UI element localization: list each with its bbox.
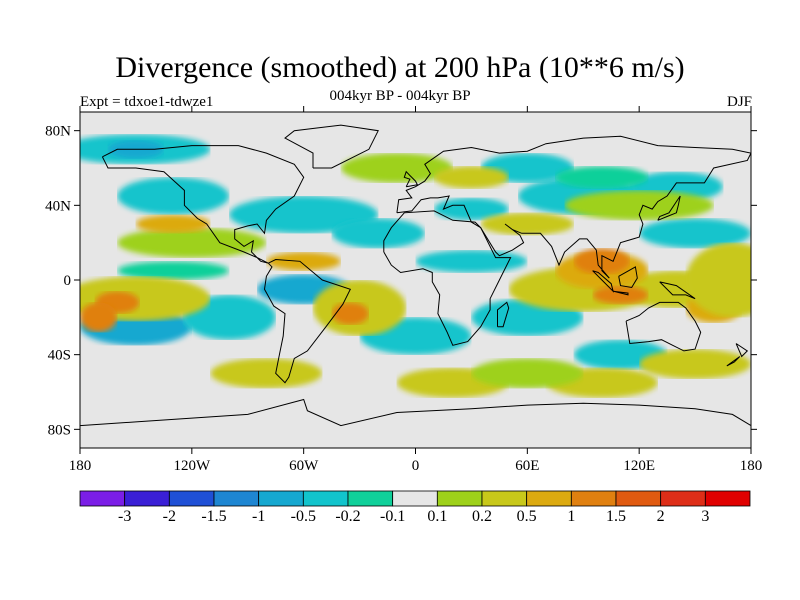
colorbar [79, 490, 751, 507]
colorbar-swatch [615, 490, 662, 507]
x-tick-label: 180 [69, 458, 92, 474]
field-region [471, 358, 584, 389]
coastline [383, 210, 512, 346]
colorbar-label: -0.1 [379, 508, 406, 525]
axis-ticks [74, 106, 757, 454]
field-region [685, 242, 751, 318]
colorbar-swatch [258, 490, 304, 507]
coastline [396, 135, 751, 279]
x-tick-label: 60E [515, 458, 539, 474]
field-region [639, 218, 751, 249]
field-region [592, 285, 649, 305]
coastline [618, 266, 638, 289]
coastline [497, 301, 510, 328]
chart-subtitle: 004kyr BP - 004kyr BP [329, 88, 471, 104]
field-region [555, 166, 649, 189]
coastline [657, 195, 681, 221]
colorbar-swatch [213, 490, 260, 507]
field-region [229, 196, 379, 234]
coastline [612, 290, 629, 296]
colorbar-label: -3 [117, 508, 132, 525]
field-region [480, 212, 574, 236]
x-tick-label: 0 [412, 458, 420, 474]
colorbar-swatch [481, 490, 528, 507]
coastline [263, 258, 352, 384]
experiment-label: Expt = tdxoe1-tdwze1 [80, 94, 214, 110]
coastline [284, 124, 379, 169]
colorbar-swatch [168, 490, 215, 507]
colorbar-label: 1.5 [606, 508, 626, 525]
colorbar-label: 0.5 [516, 508, 537, 525]
colorbar-swatch [124, 490, 170, 507]
axis-tick-labels: 180 120W 60W 0 60E 120E 180 80N 40N 0 40S 80S [45, 124, 762, 474]
colorbar-label: -0.2 [335, 508, 361, 525]
colorbar-label: 0.2 [472, 508, 492, 525]
y-tick-label: 40N [45, 198, 71, 214]
y-tick-label: 80S [48, 422, 71, 438]
colorbar-label: 0.1 [427, 508, 448, 525]
colorbar-swatch [704, 490, 751, 507]
field-region [117, 227, 267, 258]
coastline [726, 356, 741, 367]
field-region [266, 252, 341, 271]
colorbar-swatch [79, 490, 126, 507]
field-region [340, 153, 453, 183]
field-region [434, 197, 509, 221]
colorbar-swatch [392, 490, 438, 507]
field-region [331, 302, 369, 325]
y-tick-label: 80N [45, 124, 71, 140]
coastline [592, 270, 615, 293]
field-region [210, 358, 323, 389]
y-tick-label: 0 [64, 273, 72, 289]
field-region [117, 261, 230, 280]
colorbar-swatch [436, 490, 483, 507]
coastlines [80, 124, 751, 427]
coastline [403, 170, 419, 188]
x-tick-label: 60W [289, 458, 319, 474]
colorbar-label: -1 [251, 508, 266, 525]
colorbar-swatch [347, 490, 394, 507]
colorbar-label: 1 [567, 508, 576, 525]
colorbar-label: -2 [162, 508, 176, 525]
field-region [639, 349, 751, 379]
field-region [415, 250, 528, 273]
x-tick-label: 120W [173, 458, 211, 474]
field-region [117, 177, 230, 215]
colorbar-label: -1.5 [201, 508, 227, 525]
y-tick-label: 40S [48, 348, 71, 364]
coastline [80, 398, 751, 427]
coastline [735, 343, 749, 358]
colorbar-swatch [526, 490, 572, 507]
coastline [659, 281, 696, 300]
colorbar-swatch [660, 490, 706, 507]
season-label: DJF [726, 94, 752, 110]
field-region [434, 166, 509, 189]
field-region [331, 218, 425, 249]
x-tick-label: 120E [623, 458, 655, 474]
colorbar-swatch [302, 490, 349, 507]
colorbar-label: 2 [656, 508, 665, 525]
coastline [101, 145, 305, 264]
colorbar-swatch [570, 490, 617, 507]
colorbar-label: 3 [701, 508, 710, 525]
colorbar-label: -0.5 [290, 508, 316, 525]
field-region [135, 214, 211, 234]
chart-title: Divergence (smoothed) at 200 hPa (10**6 … [115, 51, 685, 84]
coastline [625, 301, 702, 352]
field-region [80, 302, 118, 333]
x-tick-label: 180 [740, 458, 763, 474]
